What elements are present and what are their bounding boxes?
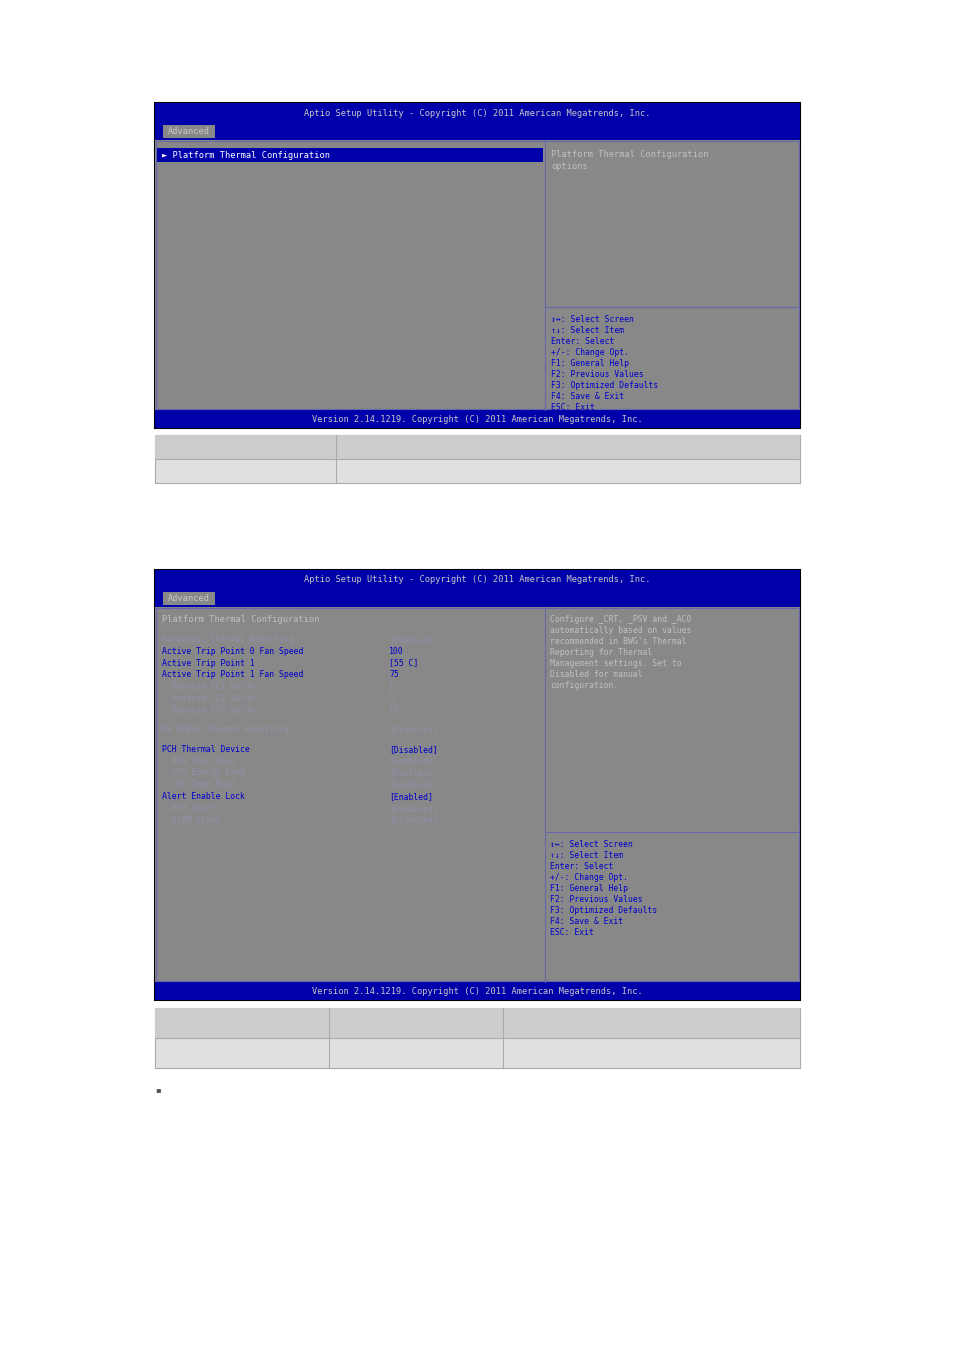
Text: 75: 75 — [389, 671, 398, 679]
Bar — [154, 1008, 800, 1068]
Text: ESC: Exit: ESC: Exit — [551, 404, 595, 412]
Text: recommended in BWG's Thermal: recommended in BWG's Thermal — [550, 637, 686, 647]
Text: configuration.: configuration. — [550, 680, 618, 690]
Bar — [154, 435, 800, 483]
Text: [Disabled]: [Disabled] — [389, 725, 437, 734]
Text: Reporting for Thermal: Reporting for Thermal — [550, 648, 652, 657]
Text: [55 C]: [55 C] — [389, 659, 417, 668]
Text: Advanced: Advanced — [168, 127, 210, 136]
Text: F3: Optimized Defaults: F3: Optimized Defaults — [551, 382, 658, 390]
Text: 5: 5 — [389, 694, 394, 703]
Text: [Disabled]: [Disabled] — [389, 745, 437, 753]
Text: F1: General Help: F1: General Help — [550, 884, 627, 892]
Text: Aptio Setup Utility - Copyright (C) 2011 American Megatrends, Inc.: Aptio Setup Utility - Copyright (C) 2011… — [304, 108, 650, 117]
Bar — [154, 570, 800, 590]
Bar — [156, 140, 799, 409]
Text: [Enabled]: [Enabled] — [389, 780, 433, 790]
Text: F2: Previous Values: F2: Previous Values — [551, 370, 643, 379]
Bar — [154, 410, 800, 428]
Text: ▪: ▪ — [154, 1085, 160, 1094]
Text: [Disabled]: [Disabled] — [389, 803, 437, 813]
Text: [Disabled]: [Disabled] — [389, 815, 437, 825]
Bar — [154, 570, 800, 1000]
Text: ESC: Exit: ESC: Exit — [550, 927, 594, 937]
Text: Active Trip Point 1: Active Trip Point 1 — [162, 659, 254, 668]
Text: ↑↓: Select Item: ↑↓: Select Item — [550, 850, 622, 860]
Text: ↕↔: Select Screen: ↕↔: Select Screen — [551, 316, 633, 324]
Text: Passive TSP Value: Passive TSP Value — [162, 706, 254, 714]
Bar — [154, 981, 800, 1000]
Bar — [154, 140, 800, 410]
Text: PCH Alert: PCH Alert — [162, 803, 215, 813]
Text: ME SMBus Thermal Reporting: ME SMBus Thermal Reporting — [162, 725, 289, 734]
Text: Version 2.14.1219. Copyright (C) 2011 American Megatrends, Inc.: Version 2.14.1219. Copyright (C) 2011 Am… — [312, 987, 642, 995]
Text: Platform Thermal Configuration: Platform Thermal Configuration — [162, 616, 319, 624]
Text: F4: Save & Exit: F4: Save & Exit — [551, 393, 623, 401]
Text: ↕↔: Select Screen: ↕↔: Select Screen — [550, 840, 632, 849]
Bar — [154, 123, 800, 140]
Text: Advanced: Advanced — [168, 594, 210, 603]
Text: DIMM Alert: DIMM Alert — [162, 815, 220, 825]
Text: Configure _CRT, _PSV and _AC0: Configure _CRT, _PSV and _AC0 — [550, 616, 691, 624]
Text: Aptio Setup Utility - Copyright (C) 2011 American Megatrends, Inc.: Aptio Setup Utility - Copyright (C) 2011… — [304, 575, 650, 585]
Text: +/-: Change Opt.: +/-: Change Opt. — [551, 348, 628, 358]
Text: Disabled for manual: Disabled for manual — [550, 670, 642, 679]
Text: Active Trip Point 0 Fan Speed: Active Trip Point 0 Fan Speed — [162, 647, 303, 656]
Text: F3: Optimized Defaults: F3: Optimized Defaults — [550, 906, 657, 915]
Bar — [154, 435, 800, 459]
Text: [Enabled]: [Enabled] — [389, 792, 433, 801]
Bar — [157, 148, 542, 162]
Text: options: options — [551, 162, 587, 171]
Bar — [154, 1008, 800, 1038]
Bar — [154, 608, 800, 981]
Bar — [154, 103, 800, 123]
Text: Alert Enable Lock: Alert Enable Lock — [162, 792, 245, 801]
Text: Passive TC1 Value: Passive TC1 Value — [162, 682, 254, 691]
Text: 10: 10 — [389, 706, 398, 714]
Bar — [156, 608, 799, 981]
Text: 100: 100 — [389, 647, 403, 656]
Text: Active Trip Point 1 Fan Speed: Active Trip Point 1 Fan Speed — [162, 671, 303, 679]
Text: automatically based on values: automatically based on values — [550, 626, 691, 634]
Text: F2: Previous Values: F2: Previous Values — [550, 895, 642, 905]
Text: Platform Thermal Configuration: Platform Thermal Configuration — [551, 150, 708, 159]
Text: PCH Temp Read: PCH Temp Read — [162, 756, 234, 765]
Text: F4: Save & Exit: F4: Save & Exit — [550, 917, 622, 926]
Text: ► Platform Thermal Configuration: ► Platform Thermal Configuration — [162, 150, 330, 159]
Text: [Enabled]: [Enabled] — [389, 634, 433, 644]
Text: PCH Thermal Device: PCH Thermal Device — [162, 745, 250, 753]
Text: Enter: Select: Enter: Select — [551, 338, 614, 347]
Text: [Enabled]: [Enabled] — [389, 768, 433, 778]
Text: Enter: Select: Enter: Select — [550, 863, 613, 871]
Text: Management settings. Set to: Management settings. Set to — [550, 659, 680, 668]
Text: +/-: Change Opt.: +/-: Change Opt. — [550, 873, 627, 882]
Bar — [163, 593, 214, 605]
Text: Passive TC2 Value: Passive TC2 Value — [162, 694, 254, 703]
Text: Automatic Thermal Reporting: Automatic Thermal Reporting — [162, 634, 294, 644]
Text: 1: 1 — [389, 682, 394, 691]
Bar — [154, 590, 800, 608]
Bar — [163, 126, 214, 138]
Text: F1: General Help: F1: General Help — [551, 359, 628, 369]
Text: CPU Energy Read: CPU Energy Read — [162, 768, 245, 778]
Text: [Enabled]: [Enabled] — [389, 756, 433, 765]
Text: Version 2.14.1219. Copyright (C) 2011 American Megatrends, Inc.: Version 2.14.1219. Copyright (C) 2011 Am… — [312, 414, 642, 424]
Text: CPU Temp Read: CPU Temp Read — [162, 780, 234, 790]
Bar — [154, 103, 800, 428]
Text: ↑↓: Select Item: ↑↓: Select Item — [551, 327, 623, 335]
